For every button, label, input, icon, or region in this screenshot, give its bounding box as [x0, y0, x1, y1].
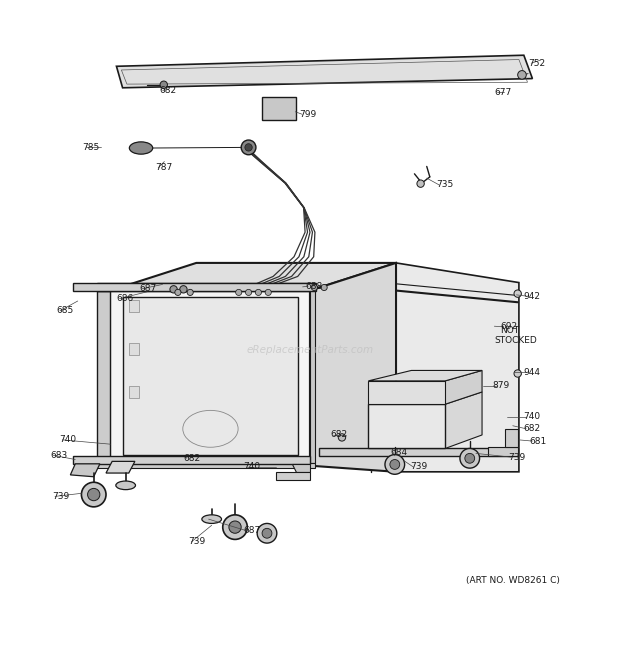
Circle shape [465, 453, 475, 463]
Polygon shape [97, 291, 110, 463]
Text: eReplacementParts.com: eReplacementParts.com [246, 345, 374, 355]
Polygon shape [117, 56, 533, 88]
Polygon shape [445, 370, 482, 405]
Text: 682: 682 [184, 454, 200, 463]
Polygon shape [97, 463, 315, 467]
Polygon shape [488, 447, 518, 456]
Text: 879: 879 [492, 381, 510, 390]
Polygon shape [73, 282, 316, 291]
Text: 944: 944 [523, 368, 540, 377]
Circle shape [518, 71, 526, 79]
Circle shape [241, 140, 256, 155]
Circle shape [255, 290, 262, 295]
Text: 942: 942 [523, 292, 540, 301]
Text: 687: 687 [244, 526, 261, 535]
Polygon shape [262, 97, 296, 120]
Circle shape [245, 143, 252, 151]
Text: 785: 785 [82, 143, 100, 152]
Polygon shape [70, 464, 100, 477]
Text: 682: 682 [159, 87, 177, 95]
Text: 683: 683 [50, 451, 68, 460]
Text: 739: 739 [410, 463, 427, 471]
Text: 688: 688 [305, 282, 322, 291]
Text: 681: 681 [529, 437, 547, 446]
Text: 752: 752 [528, 59, 545, 67]
Circle shape [262, 528, 272, 538]
Circle shape [311, 284, 317, 291]
Polygon shape [123, 297, 298, 455]
Text: 677: 677 [494, 88, 512, 97]
Circle shape [339, 434, 345, 441]
Polygon shape [310, 263, 396, 472]
Polygon shape [129, 386, 138, 398]
Polygon shape [129, 300, 138, 312]
Text: 682: 682 [330, 430, 347, 440]
Circle shape [321, 284, 327, 291]
Text: 685: 685 [57, 306, 74, 315]
Circle shape [236, 290, 242, 295]
Circle shape [229, 521, 241, 533]
Polygon shape [276, 472, 310, 480]
Polygon shape [368, 381, 445, 405]
Polygon shape [291, 464, 310, 472]
Text: 739: 739 [52, 492, 69, 501]
Ellipse shape [130, 142, 153, 154]
Text: 686: 686 [117, 294, 134, 303]
Text: 799: 799 [299, 110, 316, 119]
Circle shape [246, 290, 252, 295]
Text: 682: 682 [523, 424, 541, 434]
Polygon shape [310, 283, 315, 463]
Circle shape [460, 448, 480, 468]
Circle shape [223, 515, 247, 539]
Polygon shape [110, 291, 310, 463]
Circle shape [81, 483, 106, 507]
Polygon shape [368, 370, 482, 381]
Circle shape [514, 290, 521, 297]
Polygon shape [445, 392, 482, 448]
Ellipse shape [202, 515, 221, 524]
Circle shape [514, 369, 521, 377]
Text: 739: 739 [508, 453, 525, 461]
Polygon shape [505, 429, 518, 447]
Circle shape [87, 488, 100, 500]
Polygon shape [97, 283, 315, 291]
Text: (ART NO. WD8261 C): (ART NO. WD8261 C) [466, 576, 560, 585]
Text: 687: 687 [139, 284, 156, 293]
Polygon shape [396, 263, 519, 472]
Text: 684: 684 [390, 447, 407, 457]
Polygon shape [106, 461, 135, 473]
Text: 739: 739 [188, 537, 206, 547]
Polygon shape [110, 263, 396, 291]
Circle shape [257, 524, 277, 543]
Polygon shape [129, 343, 138, 355]
Circle shape [390, 459, 400, 469]
Polygon shape [368, 405, 445, 448]
Text: 740: 740 [244, 463, 261, 471]
Ellipse shape [116, 481, 136, 490]
Polygon shape [73, 457, 310, 464]
Text: 787: 787 [155, 163, 172, 172]
Circle shape [187, 290, 193, 295]
Circle shape [160, 81, 167, 89]
Circle shape [175, 290, 181, 295]
Text: 735: 735 [436, 180, 453, 190]
Text: 692: 692 [500, 323, 518, 331]
Circle shape [180, 286, 187, 293]
Text: 740: 740 [60, 436, 76, 444]
Text: STOCKED: STOCKED [494, 336, 537, 345]
Text: 740: 740 [523, 412, 541, 421]
Circle shape [170, 286, 177, 293]
Polygon shape [319, 448, 518, 456]
Circle shape [385, 455, 405, 475]
Circle shape [265, 290, 272, 295]
Text: NOT: NOT [500, 326, 520, 335]
Circle shape [417, 180, 424, 187]
